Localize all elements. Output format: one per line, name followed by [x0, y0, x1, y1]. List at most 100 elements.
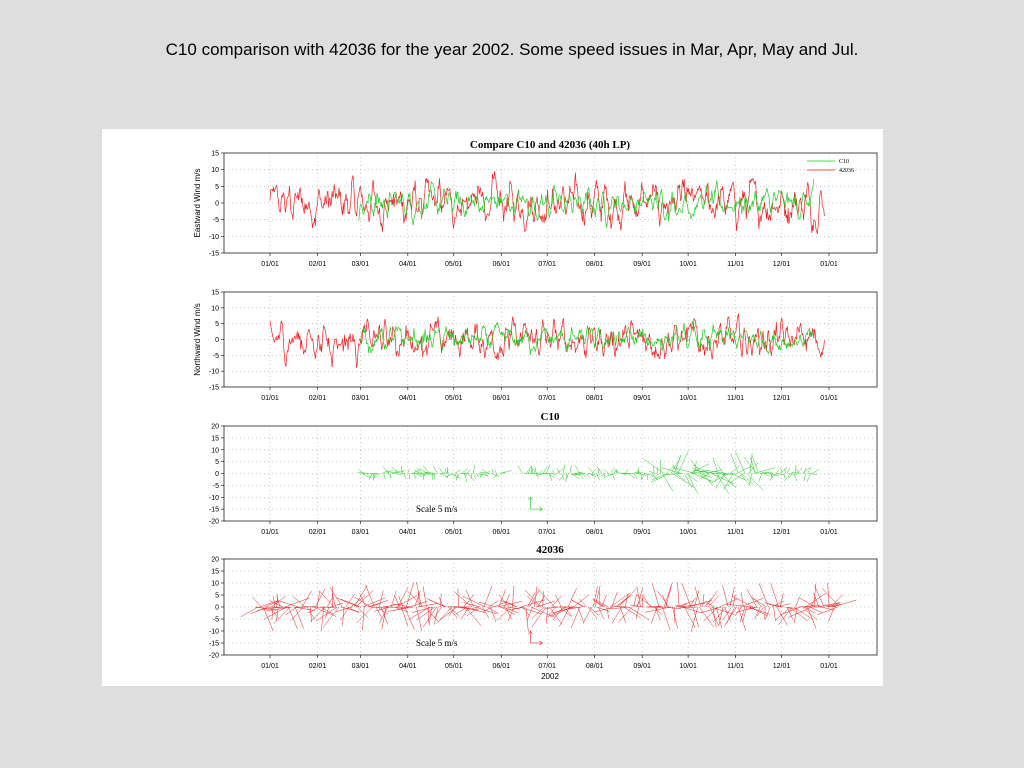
x-tick-label: 06/01	[492, 663, 510, 670]
stick-vector	[729, 587, 735, 608]
stick-vector	[784, 468, 786, 474]
stick-vector	[718, 606, 724, 627]
stick-vector	[463, 602, 481, 608]
y-tick-label: 15	[211, 435, 219, 442]
stick-vector	[746, 588, 757, 608]
stick-vector	[410, 472, 420, 474]
stick-vector	[487, 606, 499, 614]
stick-vector	[448, 606, 456, 617]
scale-arrowhead-north	[528, 630, 533, 635]
x-tick-label: 12/01	[773, 529, 791, 536]
x-tick-label: 05/01	[445, 529, 463, 536]
stick-vector	[292, 595, 306, 608]
y-tick-label: 0	[215, 201, 219, 208]
stick-vector	[391, 466, 400, 474]
stick-vector	[625, 594, 628, 608]
chart-canvas: 15 10 5 0 -5 -10 -15 01/01 02/01 03/01 04/01 05/01 0…	[193, 139, 878, 681]
stick-vector	[476, 473, 480, 478]
stick-vector	[783, 473, 786, 479]
stick-vector	[827, 603, 843, 608]
stick-vector	[259, 600, 279, 608]
chart-panel-3: 20 15 10 5 0 -5 -10 -15 -20 01/01 02/01 03/01 04/01 0…	[209, 411, 878, 536]
stick-vector	[564, 606, 572, 617]
stick-vector	[788, 606, 813, 618]
stick-vector	[746, 473, 764, 492]
y-tick-label: -10	[209, 495, 219, 502]
stick-vector	[667, 473, 683, 475]
stick-vector	[692, 469, 715, 474]
stick-vector	[466, 469, 471, 474]
stick-vector	[751, 455, 759, 474]
stick-vector	[532, 606, 545, 619]
stick-vector	[594, 585, 601, 608]
stick-vector	[751, 597, 767, 608]
x-tick-label: 06/01	[492, 395, 510, 402]
stick-vector	[672, 606, 678, 629]
stick-vector	[387, 606, 414, 612]
y-tick-label: -20	[209, 519, 219, 526]
y-axis-label: Eastward Wind m/s	[193, 169, 202, 238]
stick-vector	[797, 467, 803, 474]
x-tick-label: 01/01	[261, 395, 279, 402]
stick-vector	[293, 606, 316, 611]
stick-vector	[432, 465, 438, 474]
stick-vector	[447, 466, 449, 474]
y-tick-label: 0	[215, 337, 219, 344]
stick-vector	[425, 471, 437, 474]
stick-vector	[803, 467, 807, 474]
stick-vector	[355, 590, 374, 608]
y-tick-label: 10	[211, 167, 219, 174]
stick-vector	[461, 468, 469, 474]
stick-vector	[694, 590, 700, 608]
y-tick-label: -20	[209, 653, 219, 660]
stick-vector	[492, 469, 494, 474]
stick-vector	[356, 606, 373, 624]
y-tick-label: 5	[215, 593, 219, 600]
x-tick-label: 09/01	[633, 395, 651, 402]
stick-vector	[308, 606, 319, 614]
stick-vector	[699, 473, 710, 480]
stick-vector	[279, 600, 299, 608]
stick-vector	[285, 606, 297, 615]
stick-vector	[562, 464, 566, 474]
stick-vector	[813, 592, 820, 608]
x-tick-label: 02/01	[309, 261, 327, 268]
x-tick-label: 12/01	[773, 663, 791, 670]
x-tick-label: 02/01	[309, 529, 327, 536]
stick-vector	[672, 464, 680, 474]
stick-vector	[377, 606, 389, 615]
stick-vector	[531, 606, 547, 628]
stick-vector	[451, 473, 461, 479]
x-tick-label: 02/01	[309, 395, 327, 402]
stick-vector	[368, 473, 373, 480]
stick-vector	[775, 603, 791, 608]
stick-vector	[564, 606, 582, 610]
stick-vector	[574, 465, 581, 474]
stick-vector	[636, 470, 641, 474]
stick-vector	[414, 469, 422, 474]
stick-vector	[821, 587, 840, 608]
stick-vector	[763, 473, 770, 477]
stick-vector	[677, 582, 680, 608]
stick-vector	[502, 606, 518, 613]
x-tick-label: 09/01	[633, 663, 651, 670]
stick-vector	[643, 473, 650, 475]
stick-vector	[824, 604, 836, 608]
stick-vector	[535, 473, 545, 476]
stick-vector	[600, 473, 606, 477]
stick-vector	[525, 466, 532, 474]
stick-vector	[601, 595, 607, 608]
x-tick-label: 10/01	[679, 395, 697, 402]
slide-title: C10 comparison with 42036 for the year 2…	[165, 40, 859, 59]
x-tick-label: 03/01	[352, 261, 370, 268]
stick-vectors	[357, 451, 820, 495]
stick-vector	[335, 597, 360, 608]
stick-vector	[481, 468, 489, 474]
stick-vector	[350, 595, 366, 608]
stick-vector	[382, 466, 389, 474]
stick-vector	[758, 473, 763, 482]
stick-vector	[264, 600, 280, 608]
stick-vector	[478, 601, 496, 608]
stick-vector	[737, 606, 746, 631]
stick-vector	[751, 596, 762, 608]
